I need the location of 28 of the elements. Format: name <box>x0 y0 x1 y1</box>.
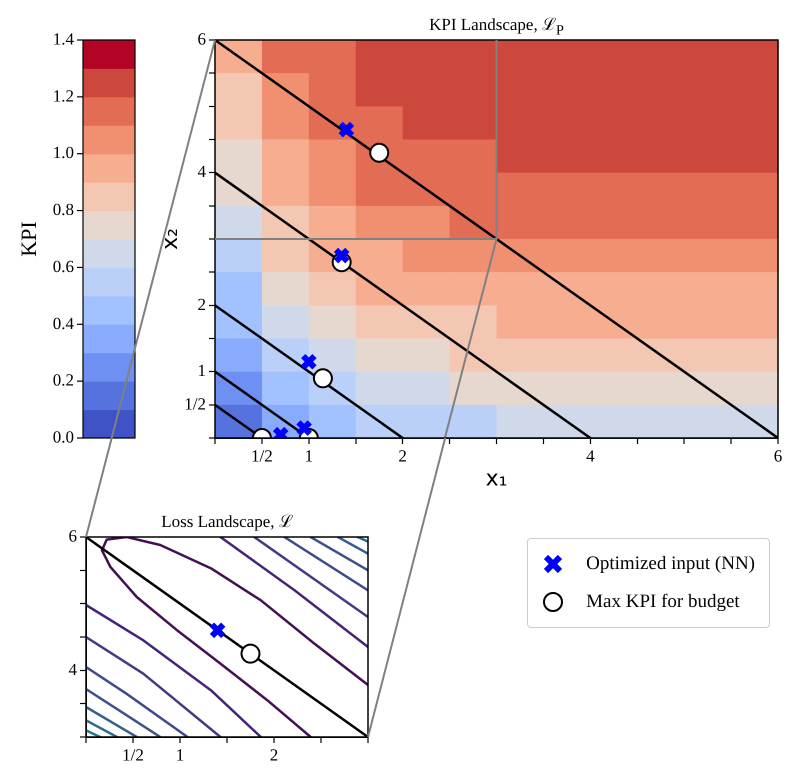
legend-label: Max KPI for budget <box>586 591 740 613</box>
color-bar-label: 0.6 <box>52 256 74 276</box>
y-tick-label: 6 <box>198 29 206 48</box>
x-tick-label: 1 <box>304 446 314 466</box>
y-tick-label: 1/2 <box>184 394 206 414</box>
color-bar-label: 1.2 <box>52 86 74 106</box>
color-bar-label: 0.2 <box>52 370 74 390</box>
x-tick-label: 1/2 <box>251 446 273 466</box>
chart-title: Loss Landscape, ℒ <box>161 511 293 532</box>
x-tick-label: 2 <box>270 746 278 765</box>
x-tick-label: 6 <box>774 446 782 466</box>
color-bar-label: 1.4 <box>52 29 74 48</box>
x-tick-label: 4 <box>586 446 596 466</box>
x-tick-label: 1 <box>176 746 184 765</box>
color-bar-label: 0.8 <box>52 200 74 220</box>
y-tick-label: 4 <box>198 162 206 182</box>
color-bar-label: 0.0 <box>52 427 74 446</box>
color-bar-label: 1.0 <box>52 143 74 162</box>
legend-label: Optimized input (NN) <box>586 553 755 575</box>
y-tick-label: 1 <box>198 361 206 380</box>
color-bar-title: KPI <box>16 221 41 257</box>
y-tick-label: 2 <box>198 294 206 314</box>
y-axis-title: x₂ <box>158 228 183 250</box>
chart-title: KPI Landscape, ℒ$_{P}$ <box>429 14 564 40</box>
color-bar-label: 0.4 <box>52 314 74 333</box>
x-axis-title: x₁ <box>486 466 508 492</box>
x-tick-label: 2 <box>398 446 407 466</box>
x-tick-label: 1/2 <box>122 746 144 765</box>
